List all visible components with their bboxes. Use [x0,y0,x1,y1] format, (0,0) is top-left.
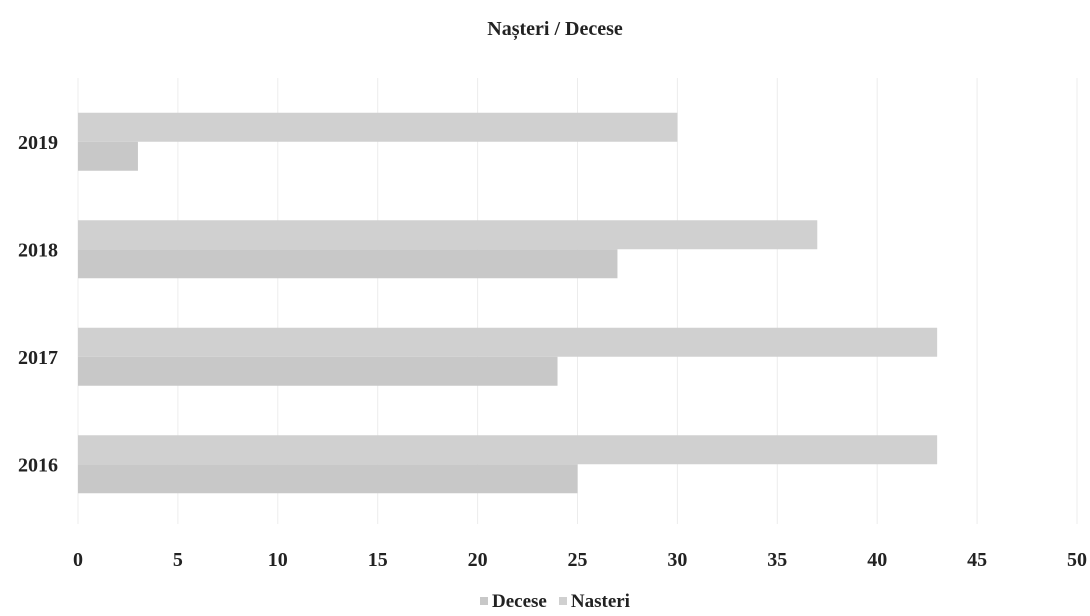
bar-decese-2018 [78,249,618,279]
legend-label: Decese [492,591,547,612]
legend-item-decese: Decese [480,591,547,613]
y-tick-label: 2018 [18,239,58,261]
x-tick-label: 10 [268,549,288,571]
y-tick-label: 2017 [18,347,58,369]
bar-decese-2016 [78,464,578,494]
x-tick-label: 35 [767,549,787,571]
x-tick-label: 50 [1067,549,1087,571]
bar-nasteri-2016 [78,435,938,465]
x-tick-label: 30 [667,549,687,571]
y-tick-labels: 2016 2017 2018 2019 [18,132,58,477]
y-tick-label: 2019 [18,132,58,154]
bars [78,112,938,494]
x-tick-label: 5 [173,549,183,571]
x-tick-label: 0 [73,549,83,571]
bar-nasteri-2018 [78,220,818,250]
chart-plot: 2016 2017 2018 2019 0 5 10 15 20 25 30 35 40 45 50 [18,78,1087,571]
x-tick-label: 15 [368,549,388,571]
x-tick-labels: 0 5 10 15 20 25 30 35 40 45 50 [73,549,1087,571]
x-tick-label: 25 [568,549,588,571]
legend-swatch [480,596,489,605]
legend-swatch [558,596,567,605]
bar-nasteri-2017 [78,327,938,357]
x-tick-label: 45 [967,549,987,571]
bar-nasteri-2019 [78,112,678,142]
x-tick-label: 20 [468,549,488,571]
legend-item-nasteri: Nasteri [558,591,630,613]
chart-title: Nașteri / Decese [487,18,623,40]
legend: Decese Nasteri [0,591,1090,613]
bar-decese-2017 [78,356,558,386]
y-tick-label: 2016 [18,454,58,476]
bar-decese-2019 [78,141,138,171]
x-tick-label: 40 [867,549,887,571]
legend-label: Nasteri [570,591,630,612]
